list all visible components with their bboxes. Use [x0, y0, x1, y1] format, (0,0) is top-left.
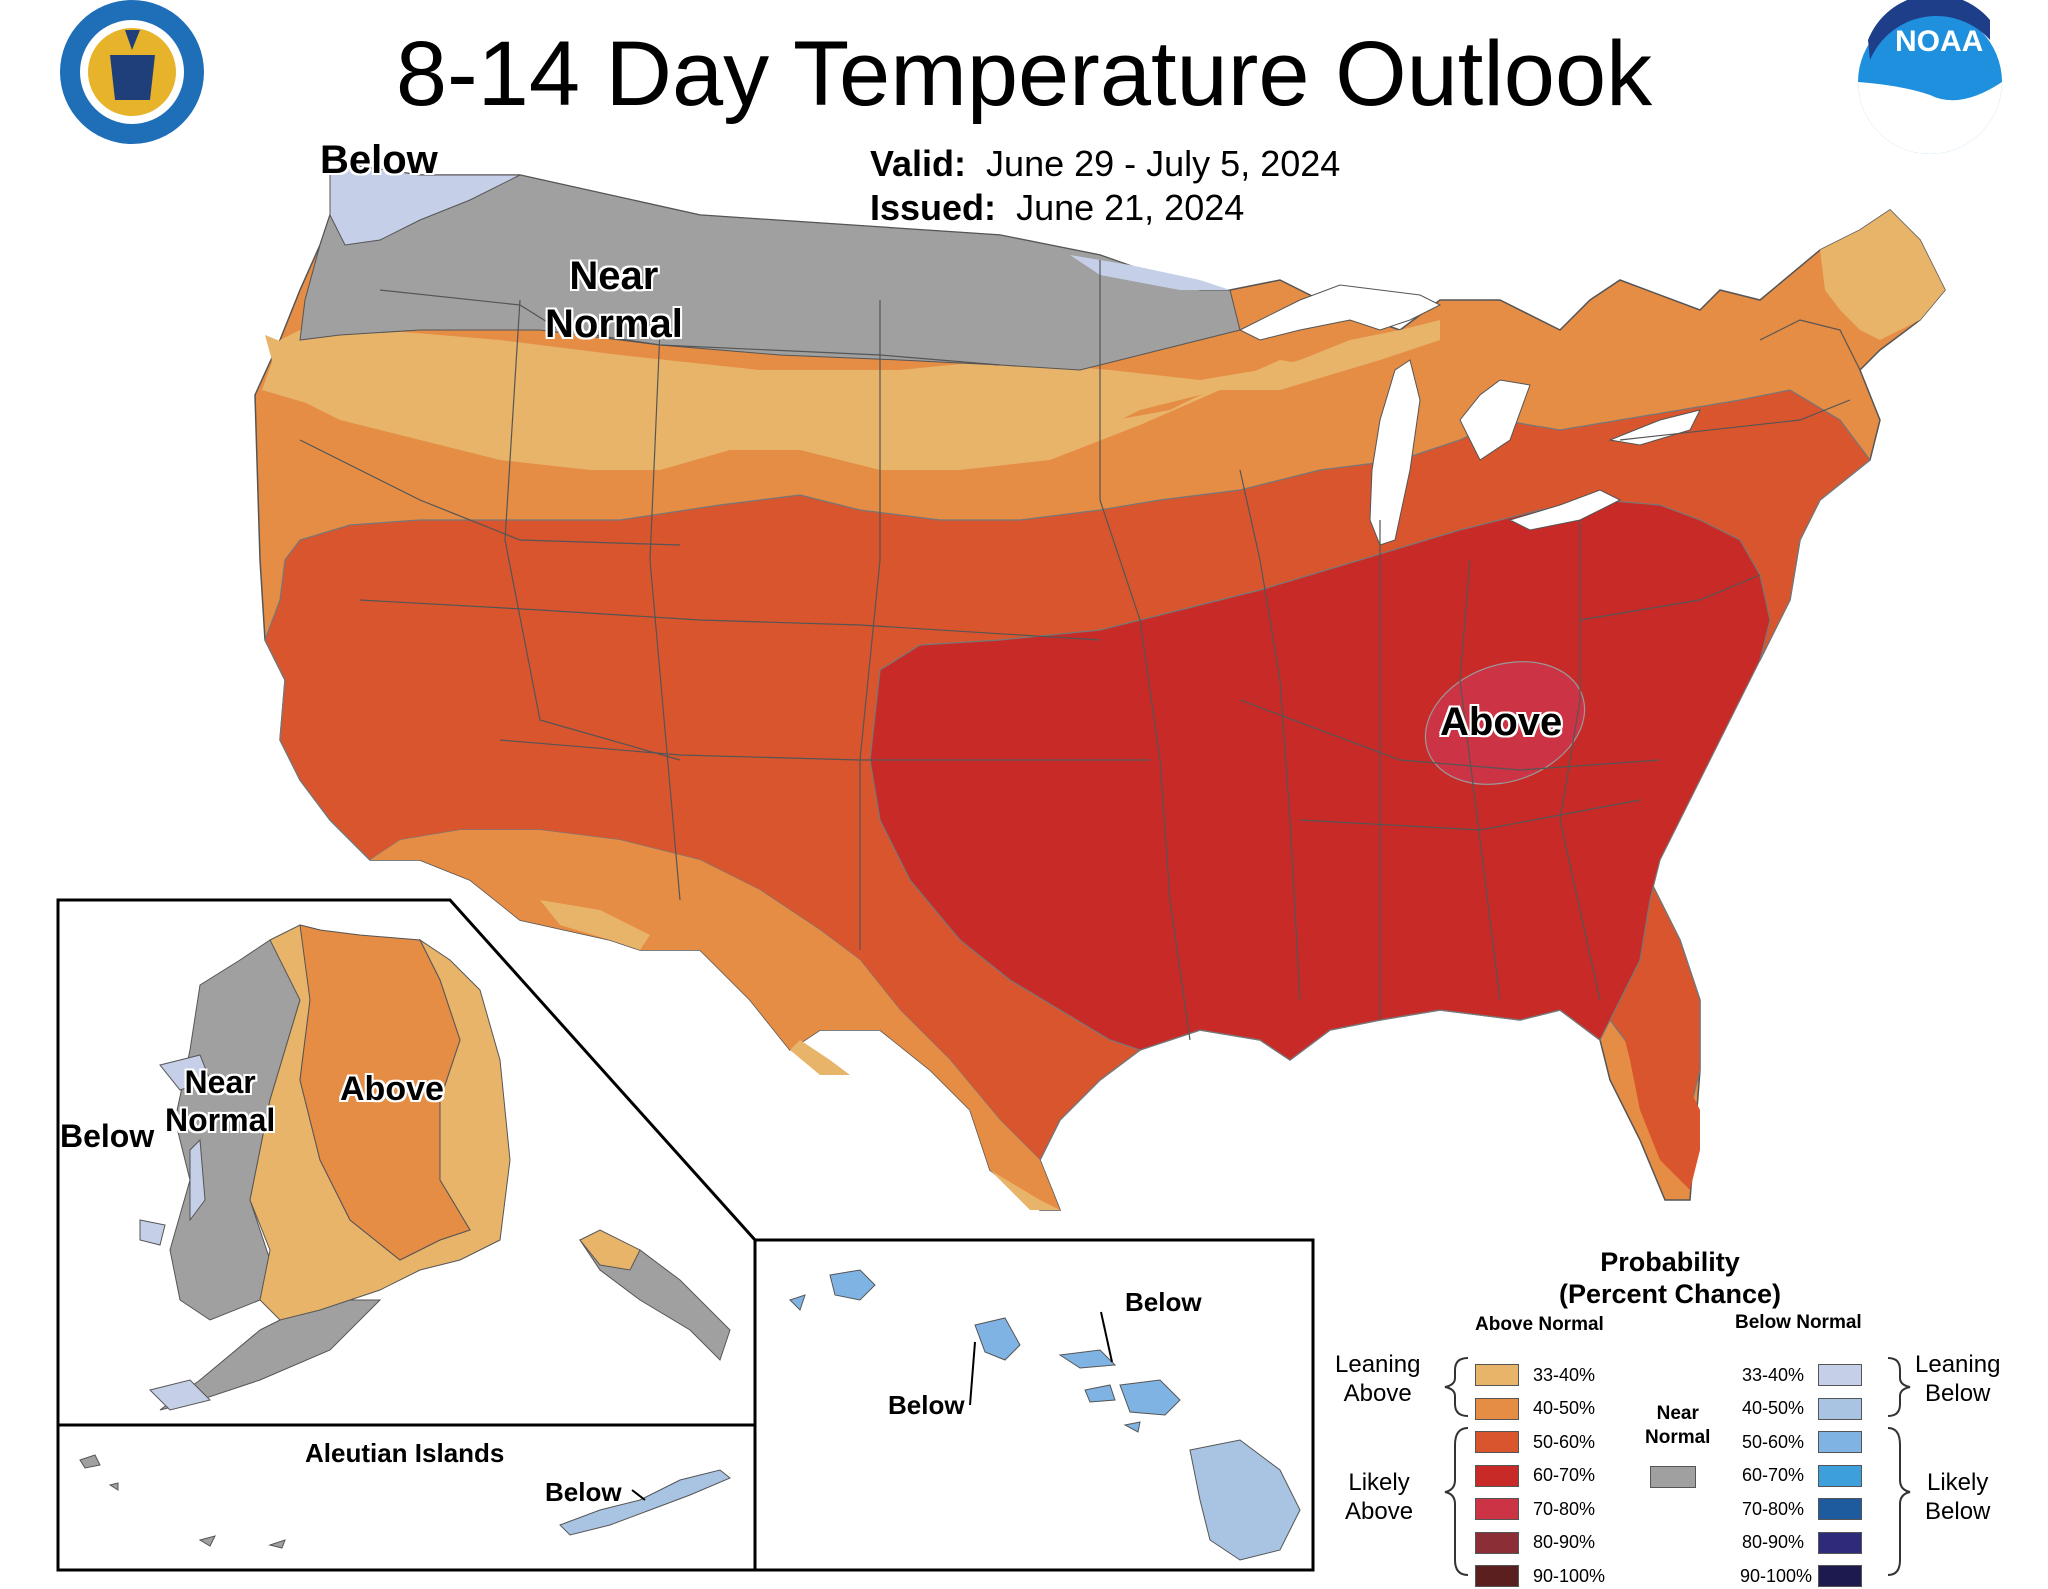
department-of-commerce-seal [60, 0, 204, 144]
legend-below-row: 40-50% [1740, 1396, 1862, 1422]
legend-below-row: 80-90% [1740, 1530, 1862, 1556]
legend-above-range: 90-100% [1533, 1565, 1606, 1586]
page-title: 8-14 Day Temperature Outlook [395, 23, 1653, 125]
legend-below-row: 90-100% [1740, 1563, 1862, 1589]
legend-likely-above: Likely Above [1345, 1469, 1414, 1525]
fl-region-50-60 [1620, 1020, 1700, 1190]
conus-region-below-mn [1070, 255, 1230, 290]
label-hi-below-2: Below [888, 1390, 965, 1420]
noaa-logo-text: NOAA [1895, 25, 1984, 58]
conus-region-40-50-sw [370, 830, 1060, 1210]
conus-region-below [329, 164, 521, 246]
valid-dates: Valid: June 29 - July 5, 2024 [870, 142, 1340, 186]
legend-above-range: 60-70% [1533, 1465, 1596, 1485]
great-lakes [1238, 284, 1701, 546]
legend-above-swatch [1475, 1397, 1519, 1420]
legend-below-row: 60-70% [1740, 1463, 1862, 1489]
legend-below-range: 40-50% [1741, 1398, 1804, 1418]
legend-below-range: 90-100% [1740, 1565, 1813, 1586]
legend-below-range: 70-80% [1741, 1498, 1804, 1519]
legend-below-row: 70-80% [1740, 1496, 1862, 1522]
legend-above-head: Above Normal [1475, 1314, 1604, 1335]
legend-below-row: 33-40% [1740, 1362, 1862, 1388]
aleutian-islands [79, 1454, 286, 1549]
legend-title: Probability (Percent Chance) [1558, 1247, 1782, 1309]
issued-label: Issued: [870, 187, 997, 228]
legend-below-range: 33-40% [1741, 1364, 1804, 1385]
legend-below-swatch [1818, 1565, 1862, 1587]
legend-below-swatch [1818, 1531, 1862, 1554]
legend-above-row: 50-60% [1475, 1429, 1595, 1455]
legend-above-row: 70-80% [1475, 1496, 1595, 1522]
legend-above-range: 33-40% [1533, 1364, 1596, 1385]
label-ak-above: Above [340, 1070, 444, 1108]
issued-value: June 21, 2024 [1016, 187, 1245, 228]
legend-below-swatch [1818, 1431, 1862, 1453]
legend-below-swatch [1818, 1397, 1862, 1420]
conus-region-33-40-sw [540, 900, 650, 950]
label-aleutian-below: Below [545, 1477, 622, 1507]
legend-above-swatch [1475, 1565, 1519, 1587]
label-conus-above: Above [1440, 700, 1563, 744]
label-conus-below: Below [320, 138, 438, 182]
aleutian-inset-frame [56, 1423, 757, 1572]
legend-above-row: 60-70% [1475, 1463, 1595, 1489]
label-conus-near-normal: Near Normal [545, 254, 683, 346]
noaa-logo [1858, 0, 2002, 154]
aleutian-below [559, 1469, 731, 1536]
conus-region-70-80 [1424, 661, 1586, 785]
legend-below-swatch [1818, 1498, 1862, 1520]
issued-date: Issued: June 21, 2024 [870, 186, 1244, 230]
hawaii-islands [789, 1269, 1181, 1433]
ne-region-33-40 [1820, 210, 1945, 340]
ak-region-below [139, 1054, 211, 1411]
legend-above-range: 70-80% [1533, 1498, 1596, 1519]
label-ak-below: Below [60, 1118, 155, 1154]
legend-below-head: Below Normal [1735, 1312, 1862, 1333]
label-aleutian-title: Aleutian Islands [305, 1438, 505, 1468]
legend-above-swatch [1475, 1464, 1519, 1487]
label-hi-below-1: Below [1125, 1287, 1202, 1317]
legend-above-row: 40-50% [1475, 1396, 1595, 1422]
valid-value: June 29 - July 5, 2024 [986, 143, 1341, 184]
legend-likely-below: Likely Below [1925, 1469, 1991, 1525]
conus-region-33-40-tx [790, 1040, 850, 1075]
legend-below-range: 80-90% [1741, 1532, 1804, 1552]
legend-above-swatch [1475, 1531, 1519, 1554]
hawaii-big-island [1189, 1439, 1301, 1561]
legend-above-row: 90-100% [1475, 1563, 1605, 1589]
legend-near-normal-label: Near Normal [1645, 1403, 1711, 1448]
ak-region-40-50 [299, 924, 471, 1261]
legend-below-swatch [1818, 1364, 1862, 1386]
legend-above-row: 80-90% [1475, 1530, 1595, 1556]
legend-below-swatch [1818, 1464, 1862, 1487]
valid-label: Valid: [870, 143, 967, 184]
legend-below-row: 50-60% [1740, 1429, 1862, 1455]
legend-near-normal-swatch [1650, 1466, 1696, 1488]
conus-region-33-40-tx2 [990, 1170, 1060, 1210]
legend-below-range: 50-60% [1741, 1431, 1804, 1452]
legend-above-row: 33-40% [1475, 1362, 1595, 1388]
legend-above-swatch [1475, 1498, 1519, 1520]
label-ak-near-normal: Near Normal [165, 1064, 276, 1138]
legend-above-range: 40-50% [1533, 1398, 1596, 1418]
legend-leaning-above: Leaning Above [1335, 1351, 1421, 1407]
legend-above-swatch [1475, 1364, 1519, 1386]
legend-above-range: 50-60% [1533, 1431, 1596, 1452]
legend-leaning-below: Leaning Below [1915, 1351, 2001, 1407]
state-lines [299, 260, 1861, 1041]
legend-above-range: 80-90% [1533, 1532, 1596, 1552]
legend-above-swatch [1475, 1431, 1519, 1453]
conus-region-33-40-north [262, 320, 1440, 450]
legend-below-range: 60-70% [1741, 1465, 1804, 1485]
